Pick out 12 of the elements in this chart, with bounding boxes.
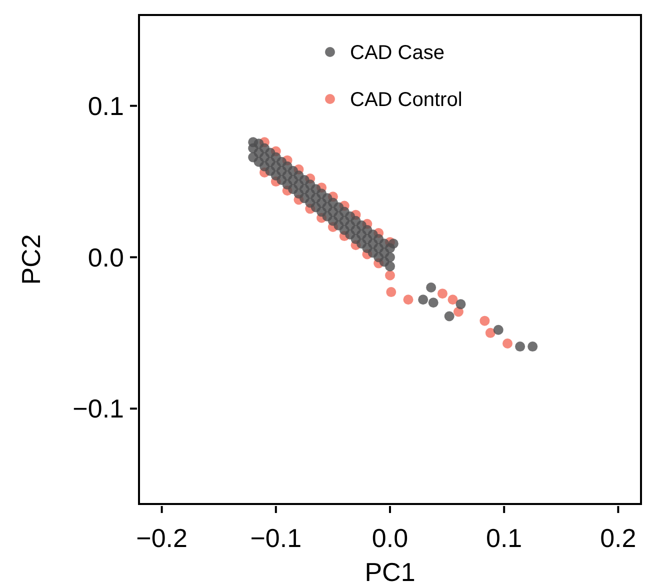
x-tick-label: 0.1: [486, 523, 522, 553]
legend-label: CAD Case: [350, 42, 444, 64]
y-tick-label: 0.1: [88, 90, 124, 121]
legend-label: CAD Control: [350, 89, 462, 111]
y-tick-label: 0.0: [88, 242, 124, 272]
x-tick-label: −0.1: [250, 523, 302, 553]
x-tick-label: 0.2: [600, 523, 636, 553]
y-axis-title: PC2: [16, 234, 46, 285]
y-tick-label: −0.1: [72, 394, 124, 424]
x-tick-label: 0.0: [372, 523, 408, 553]
x-tick-label: −0.2: [136, 523, 188, 553]
x-axis-title: PC1: [364, 557, 416, 587]
